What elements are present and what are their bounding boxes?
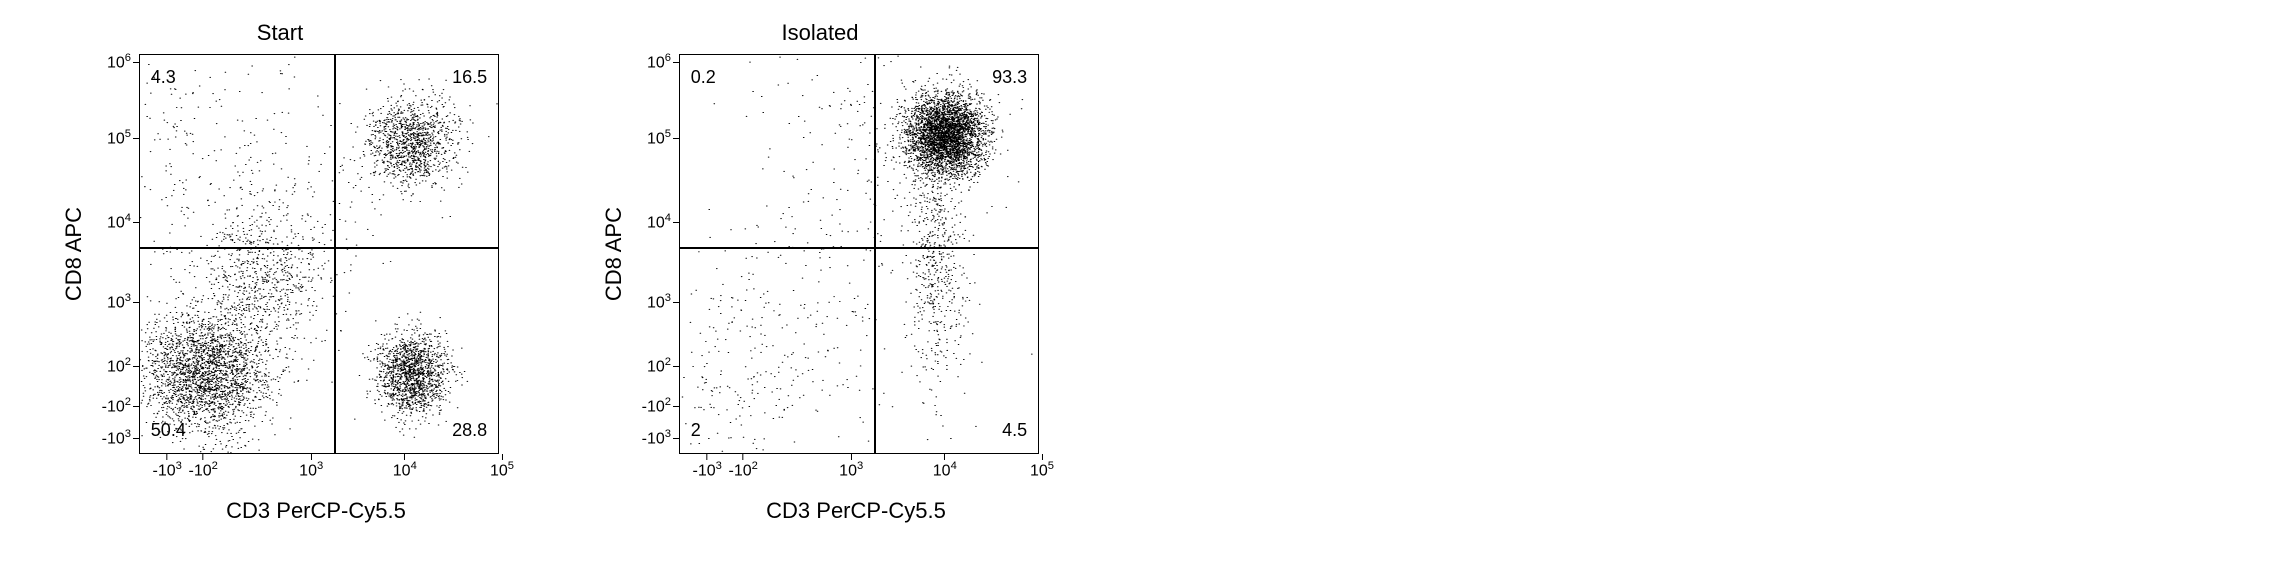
y-tick: -102 — [642, 396, 679, 416]
quadrant-gate-vertical — [874, 55, 876, 453]
quadrant-label-q3: 50.4 — [151, 420, 186, 441]
plot-wrap: CD8 APC -103 -102 102 103 104 105 106 4.3 16.5… — [61, 54, 499, 454]
y-ticks: -103 -102 102 103 104 105 106 — [91, 54, 139, 454]
figure-container: Start CD8 APC -103 -102 102 103 104 105 106 4.… — [0, 0, 2292, 544]
quadrant-label-q1: 0.2 — [691, 67, 716, 88]
x-tick: 103 — [839, 454, 863, 480]
y-tick: 104 — [107, 212, 139, 232]
scatter-data — [140, 55, 498, 453]
y-tick: 106 — [647, 52, 679, 72]
x-axis-label: CD3 PerCP-Cy5.5 — [226, 498, 406, 524]
y-tick: 106 — [107, 52, 139, 72]
quadrant-gate-horizontal — [140, 247, 498, 249]
plot-wrap: CD8 APC -103 -102 102 103 104 105 106 0.2 93.3… — [601, 54, 1039, 454]
y-tick: 103 — [647, 292, 679, 312]
y-tick: -103 — [102, 428, 139, 448]
quadrant-gate-vertical — [334, 55, 336, 453]
x-tick: 104 — [933, 454, 957, 480]
y-axis-label: CD8 APC — [601, 207, 627, 301]
x-axis-label: CD3 PerCP-Cy5.5 — [766, 498, 946, 524]
x-ticks: -103-102103104105 — [700, 454, 1060, 494]
x-tick: -102 — [729, 454, 758, 480]
y-tick: 102 — [647, 356, 679, 376]
x-tick: 105 — [1030, 454, 1054, 480]
scatter-points — [140, 57, 497, 453]
quadrant-label-q2: 93.3 — [992, 67, 1027, 88]
quadrant-gate-horizontal — [680, 247, 1038, 249]
quadrant-label-q4: 28.8 — [452, 420, 487, 441]
y-tick: 102 — [107, 356, 139, 376]
y-tick: 103 — [107, 292, 139, 312]
y-axis-label: CD8 APC — [61, 207, 87, 301]
quadrant-label-q4: 4.5 — [1002, 420, 1027, 441]
panel-title: Start — [257, 20, 303, 46]
x-tick: 104 — [393, 454, 417, 480]
x-ticks: -103-102103104105 — [160, 454, 520, 494]
x-tick: 105 — [490, 454, 514, 480]
x-tick: -102 — [189, 454, 218, 480]
x-tick: -103 — [153, 454, 182, 480]
quadrant-label-q2: 16.5 — [452, 67, 487, 88]
panel-isolated: Isolated CD8 APC -103 -102 102 103 104 105 106… — [580, 20, 1060, 524]
y-tick: -103 — [642, 428, 679, 448]
x-tick: -103 — [693, 454, 722, 480]
y-tick: 105 — [107, 128, 139, 148]
y-tick: 105 — [647, 128, 679, 148]
quadrant-label-q1: 4.3 — [151, 67, 176, 88]
quadrant-label-q3: 2 — [691, 420, 701, 441]
plot-box: 4.3 16.5 50.4 28.8 — [139, 54, 499, 454]
panel-title: Isolated — [781, 20, 858, 46]
scatter-points — [682, 56, 1032, 451]
y-ticks: -103 -102 102 103 104 105 106 — [631, 54, 679, 454]
y-tick: 104 — [647, 212, 679, 232]
plot-box: 0.2 93.3 2 4.5 — [679, 54, 1039, 454]
scatter-data — [680, 55, 1038, 453]
panel-start: Start CD8 APC -103 -102 102 103 104 105 106 4.… — [40, 20, 520, 524]
x-tick: 103 — [299, 454, 323, 480]
y-tick: -102 — [102, 396, 139, 416]
